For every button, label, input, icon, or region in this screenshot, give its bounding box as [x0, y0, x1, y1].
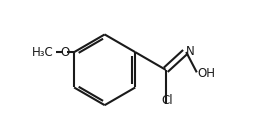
- Text: O: O: [61, 46, 70, 59]
- Text: H₃C: H₃C: [32, 46, 54, 59]
- Text: OH: OH: [197, 67, 215, 79]
- Text: Cl: Cl: [162, 94, 173, 107]
- Text: N: N: [186, 45, 195, 58]
